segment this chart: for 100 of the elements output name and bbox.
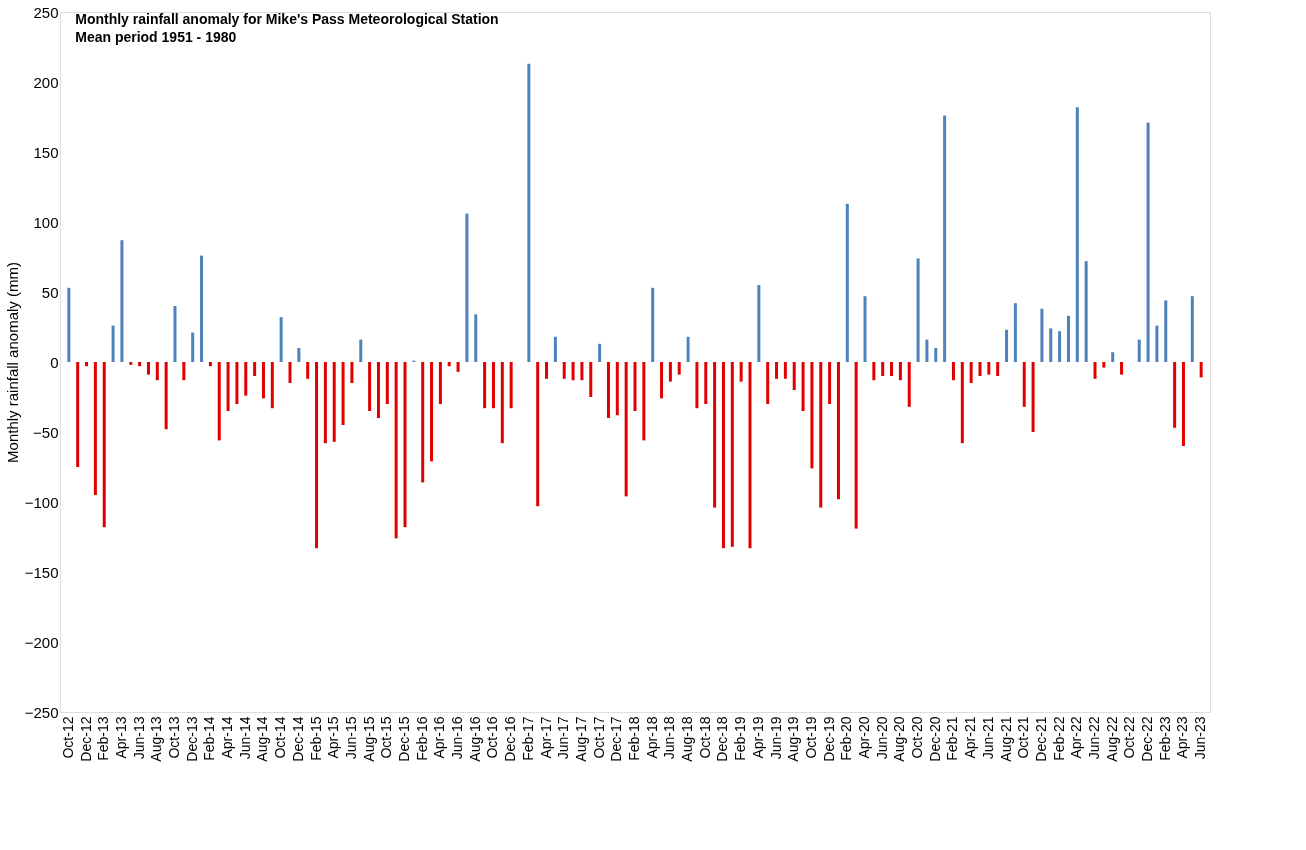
bar: [359, 339, 363, 362]
bar: [67, 287, 71, 362]
x-tick-label: Oct-19: [802, 716, 819, 759]
bar: [819, 362, 823, 508]
bar: [138, 362, 142, 367]
x-tick-label: Apr-22: [1068, 716, 1085, 759]
bar: [677, 362, 681, 375]
x-tick-label: Aug-14: [254, 716, 271, 762]
bar: [1190, 296, 1194, 362]
x-tick-label: Oct-12: [59, 716, 76, 759]
bar: [306, 362, 310, 379]
y-tick-label: 150: [33, 143, 59, 161]
bar: [385, 362, 389, 404]
bar: [164, 362, 168, 430]
x-tick-label: Jun-15: [342, 716, 359, 760]
bar: [1137, 339, 1141, 362]
bar: [85, 362, 89, 367]
bar: [748, 362, 752, 549]
x-tick-label: Dec-16: [502, 716, 519, 762]
bar: [323, 362, 327, 444]
bar: [474, 314, 478, 362]
bar: [244, 362, 248, 396]
bar: [270, 362, 274, 409]
y-tick-label: −150: [24, 563, 59, 581]
x-tick-label: Apr-13: [112, 716, 129, 759]
bar: [775, 362, 779, 379]
bar: [598, 343, 602, 362]
x-tick-label: Aug-20: [891, 716, 908, 762]
bar: [881, 362, 885, 376]
x-tick-label: Aug-18: [679, 716, 696, 762]
x-tick-label: Jun-13: [130, 716, 147, 760]
bar: [421, 362, 425, 483]
x-tick-label: Jun-20: [873, 716, 890, 760]
x-tick-label: Oct-21: [1015, 716, 1032, 759]
bar: [315, 362, 319, 549]
bar: [553, 336, 557, 362]
x-tick-label: Oct-14: [272, 716, 289, 759]
bar: [943, 115, 947, 362]
bar: [76, 362, 80, 467]
bar: [102, 362, 106, 528]
x-tick-label: Apr-20: [856, 716, 872, 759]
bar: [660, 362, 664, 399]
bar: [898, 362, 902, 381]
bar: [465, 213, 469, 362]
bar: [1093, 362, 1097, 379]
x-tick-label: Oct-16: [484, 716, 501, 759]
bar: [792, 362, 796, 390]
bar: [1155, 325, 1159, 362]
bar: [651, 287, 655, 362]
x-tick-label: Jun-21: [979, 716, 996, 760]
bar: [916, 258, 920, 362]
bar: [376, 362, 380, 418]
x-tick-label: Aug-21: [997, 716, 1014, 762]
bar: [438, 362, 442, 404]
x-tick-label: Dec-12: [77, 716, 94, 762]
bar: [668, 362, 672, 382]
x-tick-label: Aug-13: [148, 716, 165, 762]
bar: [1084, 261, 1088, 362]
bar: [845, 203, 849, 362]
x-tick-label: Dec-21: [1032, 716, 1049, 762]
bar: [571, 362, 575, 381]
x-tick-label: Jun-23: [1192, 716, 1209, 760]
bar: [1199, 362, 1203, 378]
bar: [146, 362, 150, 375]
x-tick-label: Feb-15: [307, 716, 324, 761]
bar: [686, 336, 690, 362]
bar: [288, 362, 292, 383]
y-tick-label: −50: [33, 423, 59, 441]
y-tick-label: 50: [41, 283, 59, 301]
x-tick-label: Feb-19: [732, 716, 749, 761]
bar: [394, 362, 398, 539]
bar: [996, 362, 1000, 376]
bar: [1058, 331, 1062, 362]
bar: [1040, 308, 1044, 362]
x-tick-label: Jun-16: [449, 716, 466, 760]
y-tick-label: −200: [24, 633, 59, 651]
bar: [456, 362, 460, 372]
x-tick-label: Dec-19: [820, 716, 837, 762]
x-tick-label: Apr-17: [537, 716, 554, 759]
bar: [208, 362, 212, 367]
bar: [430, 362, 434, 462]
bar: [766, 362, 770, 404]
x-tick-label: Jun-22: [1086, 716, 1102, 760]
bar: [191, 332, 195, 362]
x-tick-label: Aug-15: [360, 716, 377, 762]
bar: [739, 362, 743, 382]
bar: [368, 362, 372, 411]
bar: [155, 362, 159, 381]
bar: [730, 362, 734, 547]
bar: [951, 362, 955, 381]
x-tick-label: Feb-14: [201, 716, 218, 761]
bar: [721, 362, 725, 549]
y-tick-label: 250: [33, 3, 59, 21]
bar: [1146, 122, 1150, 362]
bar: [1102, 362, 1106, 368]
bar: [182, 362, 186, 381]
x-tick-label: Apr-16: [431, 716, 448, 759]
bar: [606, 362, 610, 418]
bar: [969, 362, 973, 383]
bar: [447, 362, 451, 367]
